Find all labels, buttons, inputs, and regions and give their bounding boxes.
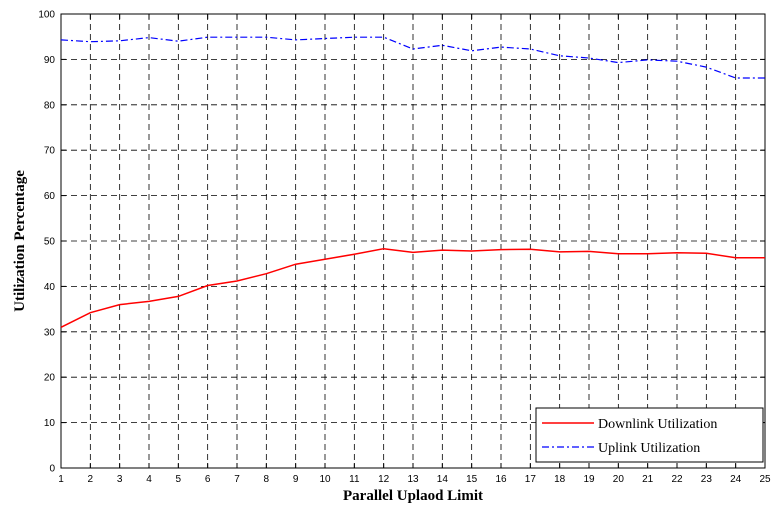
x-tick-label: 9 [293,474,299,485]
series-line-uplink [60,36,765,79]
x-tick-label: 24 [730,474,742,485]
x-tick-label: 12 [378,474,390,485]
x-tick-label: 16 [495,474,507,485]
x-axis-title: Parallel Uplaod Limit [343,488,483,504]
legend-label-uplink: Uplink Utilization [598,441,700,456]
legend-box [535,407,764,463]
x-tick-label: 5 [176,474,182,485]
x-tick-label: 11 [349,474,360,485]
y-tick-label: 70 [44,146,56,157]
x-tick-label: 13 [407,474,419,485]
y-axis-tick-labels: 0 10 20 30 40 50 60 70 80 90 100 [38,10,55,475]
x-tick-label: 21 [642,474,654,485]
x-tick-label: 6 [205,474,211,485]
y-tick-label: 30 [44,327,56,338]
legend: Downlink Utilization Uplink Utilization [535,407,764,463]
y-axis-title: Utilization Percentage [12,170,28,312]
x-tick-label: 4 [146,474,152,485]
x-tick-label: 17 [525,474,537,485]
x-tick-label: 10 [319,474,331,485]
y-tick-label: 10 [44,418,56,429]
x-tick-label: 8 [264,474,270,485]
x-tick-label: 23 [701,474,713,485]
x-tick-label: 15 [466,474,478,485]
y-tick-label: 80 [44,100,56,111]
x-tick-label: 3 [117,474,123,485]
legend-label-downlink: Downlink Utilization [598,417,717,432]
y-tick-label: 50 [44,237,56,248]
x-tick-label: 25 [759,474,771,485]
x-tick-label: 14 [437,474,449,485]
y-tick-label: 20 [44,373,56,384]
y-tick-label: 0 [49,464,55,475]
y-tick-label: 100 [38,10,55,21]
grid [61,14,765,468]
x-tick-label: 7 [234,474,240,485]
x-tick-label: 2 [88,474,94,485]
x-tick-label: 22 [671,474,683,485]
y-tick-label: 60 [44,191,56,202]
series-lines [60,36,765,328]
x-tick-label: 1 [58,474,64,485]
y-tick-label: 90 [44,55,56,66]
series-line-downlink [60,247,765,328]
axis-ticks [60,13,766,469]
x-tick-label: 19 [583,474,595,485]
y-tick-label: 40 [44,282,56,293]
x-tick-label: 20 [613,474,625,485]
x-tick-label: 18 [554,474,566,485]
x-axis-tick-labels: 1 2 3 4 5 6 7 8 9 10 11 12 13 14 15 16 17 18 19 20 21 22 23 24 2… [58,474,771,485]
